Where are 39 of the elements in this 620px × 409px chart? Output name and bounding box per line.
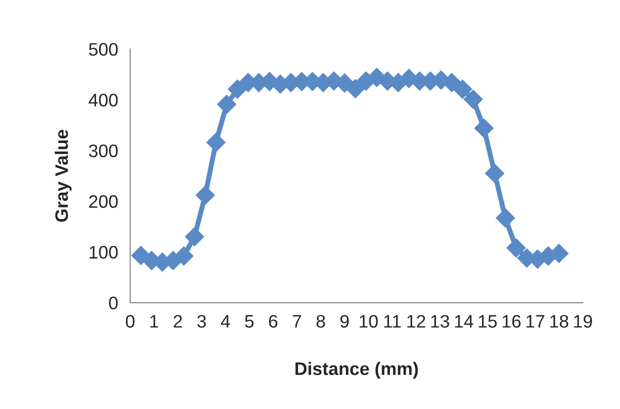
x-tick-label: 6 xyxy=(269,314,278,328)
x-tick-label: 2 xyxy=(174,314,182,328)
x-tick-label: 1 xyxy=(150,315,158,328)
y-tick-label: 400 xyxy=(88,94,118,107)
x-tick-label: 18 xyxy=(550,314,568,328)
point xyxy=(216,94,236,114)
y-tick-label: 500 xyxy=(88,43,118,56)
point xyxy=(484,164,504,184)
x-tick-label: 13 xyxy=(431,314,450,328)
y-tick-label: 200 xyxy=(89,195,118,208)
x-tick-label: 12 xyxy=(407,314,426,328)
x-tick-label: 10 xyxy=(360,314,378,328)
x-axis-title: Distance (mm) xyxy=(296,362,418,379)
x-tick-label: 19 xyxy=(574,314,592,328)
point xyxy=(206,132,226,152)
y-axis-title: Gray Value xyxy=(54,130,72,222)
x-tick-label: 7 xyxy=(292,315,302,328)
x-tick-label: 16 xyxy=(502,314,521,328)
point xyxy=(345,78,366,98)
point xyxy=(506,238,526,258)
x-tick-label: 5 xyxy=(245,315,254,328)
y-tick-label: 0 xyxy=(109,296,118,310)
x-tick-label: 4 xyxy=(220,315,230,328)
x-tick-label: 15 xyxy=(478,315,497,328)
point xyxy=(452,79,472,99)
point xyxy=(463,89,484,110)
x-tick-label: 14 xyxy=(455,315,474,328)
point xyxy=(474,118,494,138)
point xyxy=(184,226,204,247)
point xyxy=(496,208,516,228)
x-tick-label: 8 xyxy=(316,314,326,328)
x-tick-label: 0 xyxy=(126,314,135,328)
x-tick-label: 17 xyxy=(526,315,544,328)
x-tick-label: 11 xyxy=(384,315,401,328)
y-tick-label: 100 xyxy=(90,246,118,259)
x-tick-label: 9 xyxy=(340,314,349,328)
point xyxy=(195,185,216,205)
x-tick-label: 3 xyxy=(197,314,206,328)
y-tick-label: 300 xyxy=(88,144,118,158)
